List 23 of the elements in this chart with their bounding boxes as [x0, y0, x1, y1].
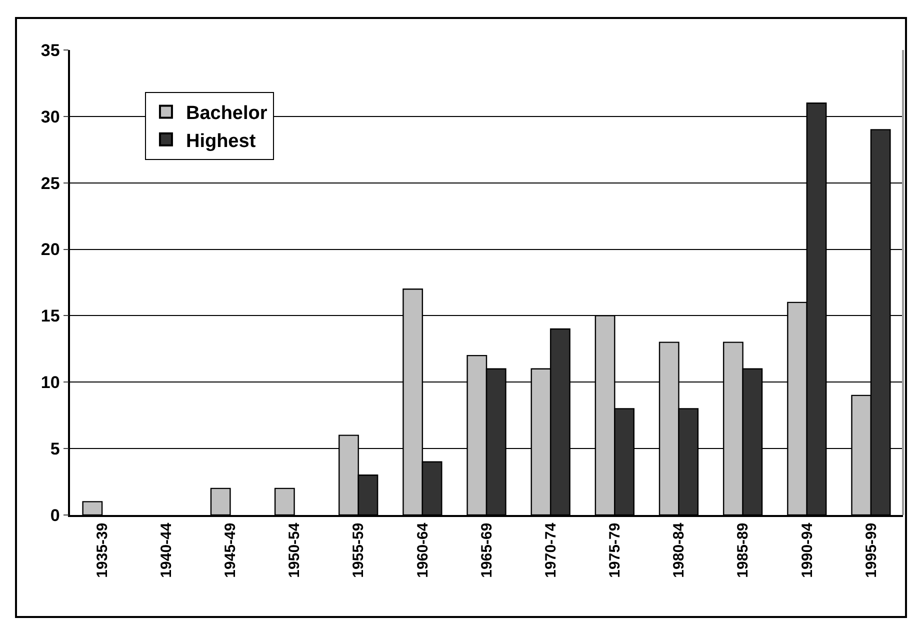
x-tick-label: 1990-94	[798, 522, 816, 578]
x-tick-label: 1995-99	[862, 522, 880, 578]
legend-label: Bachelor	[186, 103, 268, 124]
x-tick-label: 1980-84	[670, 522, 688, 578]
y-tick-label: 20	[40, 240, 60, 260]
x-tick-label: 1935-39	[94, 522, 111, 578]
x-tick-label: 1950-54	[286, 522, 304, 578]
x-tick-label: 1985-89	[734, 522, 752, 578]
y-tick-label: 25	[40, 174, 60, 193]
y-tick-label: 35	[40, 40, 60, 60]
legend-label: Highest	[186, 130, 256, 152]
y-tick-label: 0	[50, 506, 60, 525]
x-tick-label: 1970-74	[542, 522, 560, 578]
x-tick-label: 1965-69	[478, 522, 496, 578]
x-tick-label: 1960-64	[414, 522, 432, 578]
x-tick-label: 1945-49	[222, 522, 240, 578]
y-tick-label: 15	[40, 306, 60, 326]
x-tick-label: 1940-44	[158, 522, 175, 578]
y-tick-label: 5	[50, 440, 60, 459]
x-tick-label: 1975-79	[606, 522, 624, 578]
y-tick-label: 30	[40, 107, 60, 126]
x-tick-label: 1955-59	[350, 522, 368, 578]
y-tick-label: 10	[40, 373, 60, 392]
